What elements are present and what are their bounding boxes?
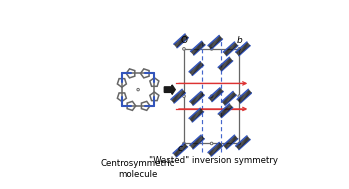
Circle shape (183, 95, 185, 98)
Text: Centrosymmetric
molecule: Centrosymmetric molecule (101, 159, 175, 179)
Text: "Wasted" inversion symmetry: "Wasted" inversion symmetry (149, 156, 277, 165)
Circle shape (183, 48, 185, 50)
Circle shape (210, 48, 213, 50)
Text: b: b (237, 36, 243, 45)
Circle shape (210, 142, 213, 145)
Circle shape (238, 142, 240, 145)
Circle shape (183, 142, 185, 145)
Circle shape (238, 48, 240, 50)
Text: c: c (178, 144, 183, 153)
FancyArrow shape (164, 85, 175, 94)
Circle shape (210, 95, 213, 98)
Circle shape (238, 95, 240, 98)
Text: O: O (180, 36, 187, 45)
